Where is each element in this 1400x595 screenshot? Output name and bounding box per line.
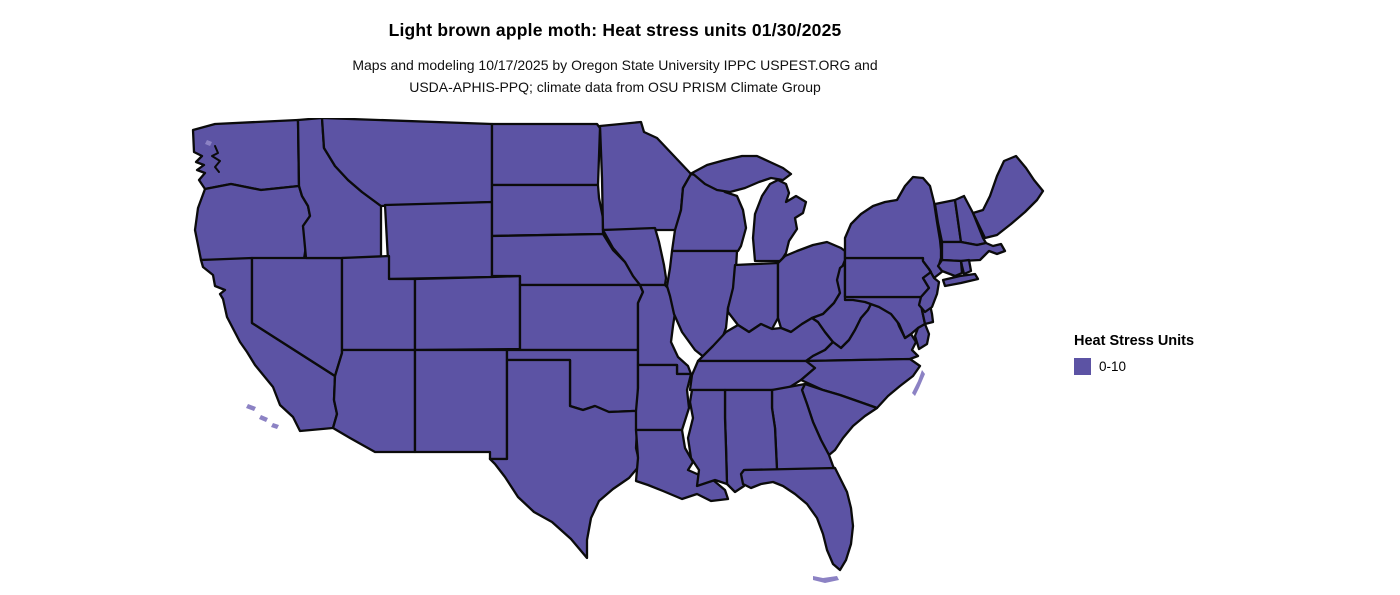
map-legend: Heat Stress Units 0-10	[1074, 333, 1194, 375]
state-texas	[488, 358, 642, 560]
subtitle-line-1: Maps and modeling 10/17/2025 by Oregon S…	[352, 57, 878, 73]
state-new-jersey	[917, 267, 941, 314]
state-michigan	[751, 178, 808, 263]
channel-islands	[246, 404, 279, 429]
outer-banks	[912, 370, 925, 396]
state-minnesota	[598, 120, 693, 232]
legend-label-0-10: 0-10	[1099, 359, 1127, 374]
states-layer	[191, 116, 1045, 572]
puget-sound-inlet	[211, 145, 221, 173]
legend-title: Heat Stress Units	[1074, 333, 1195, 349]
florida-keys	[813, 576, 839, 583]
state-arizona	[331, 348, 417, 454]
state-indiana	[726, 261, 780, 334]
state-arkansas	[634, 363, 693, 432]
state-florida	[739, 466, 855, 572]
subtitle-line-2: USDA-APHIS-PPQ; climate data from OSU PR…	[409, 79, 821, 95]
state-south-dakota	[490, 183, 605, 238]
page-subtitle: Maps and modeling 10/17/2025 by Oregon S…	[0, 54, 1230, 98]
us-map-svg	[191, 116, 1045, 583]
state-washington	[191, 118, 301, 192]
state-kansas	[518, 283, 645, 352]
legend-swatch-0-10	[1074, 358, 1091, 375]
state-maine	[971, 154, 1045, 240]
state-oregon	[193, 182, 312, 262]
state-mississippi	[686, 388, 729, 488]
legend-item: 0-10	[1074, 358, 1194, 375]
state-connecticut	[936, 258, 964, 278]
islands-layer	[205, 140, 925, 583]
title-block: Light brown apple moth: Heat stress unit…	[0, 0, 1230, 98]
long-island	[941, 272, 980, 288]
page-title: Light brown apple moth: Heat stress unit…	[388, 20, 842, 40]
state-pennsylvania	[843, 256, 933, 299]
state-new-mexico	[413, 348, 509, 461]
state-wyoming	[383, 200, 494, 281]
state-massachusetts	[940, 240, 1007, 263]
eastern-shore-peninsula	[913, 322, 931, 351]
state-michigan-upper	[690, 154, 793, 194]
san-juan-islands	[205, 140, 212, 146]
state-colorado	[413, 274, 522, 352]
state-rhode-island	[959, 258, 973, 276]
state-north-dakota	[490, 122, 602, 187]
us-choropleth-map	[185, 116, 1045, 590]
